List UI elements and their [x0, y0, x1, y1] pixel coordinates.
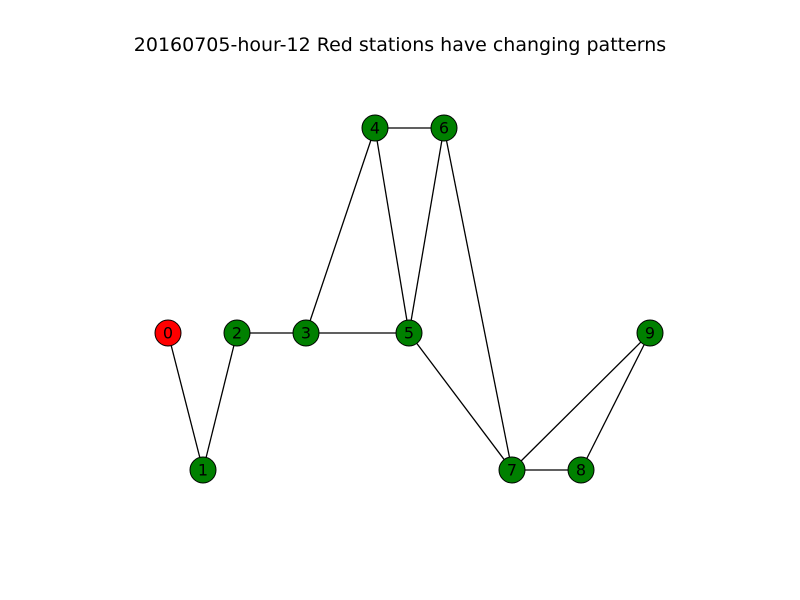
edge-6-5: [409, 128, 444, 333]
station-node-3: 3: [293, 320, 319, 346]
station-label-2: 2: [232, 324, 242, 343]
station-label-8: 8: [576, 461, 586, 480]
edge-0-1: [168, 333, 203, 470]
station-label-6: 6: [439, 119, 449, 138]
station-node-4: 4: [362, 115, 388, 141]
station-node-6: 6: [431, 115, 457, 141]
edge-5-7: [409, 333, 512, 470]
edge-8-9: [581, 333, 650, 470]
edge-4-5: [375, 128, 409, 333]
edge-6-7: [444, 128, 512, 470]
station-label-0: 0: [163, 324, 173, 343]
station-label-7: 7: [507, 461, 517, 480]
station-node-7: 7: [499, 457, 525, 483]
edge-7-9: [512, 333, 650, 470]
station-node-0: 0: [155, 320, 181, 346]
edge-3-4: [306, 128, 375, 333]
station-node-1: 1: [190, 457, 216, 483]
edge-1-2: [203, 333, 237, 470]
edges-layer: [168, 128, 650, 470]
station-label-9: 9: [645, 324, 655, 343]
station-label-1: 1: [198, 461, 208, 480]
station-node-2: 2: [224, 320, 250, 346]
station-node-5: 5: [396, 320, 422, 346]
nodes-layer: 0 1 2 3 4 5 6 7 8 9: [155, 115, 663, 483]
station-label-4: 4: [370, 119, 380, 138]
station-node-8: 8: [568, 457, 594, 483]
station-label-5: 5: [404, 324, 414, 343]
station-label-3: 3: [301, 324, 311, 343]
station-node-9: 9: [637, 320, 663, 346]
